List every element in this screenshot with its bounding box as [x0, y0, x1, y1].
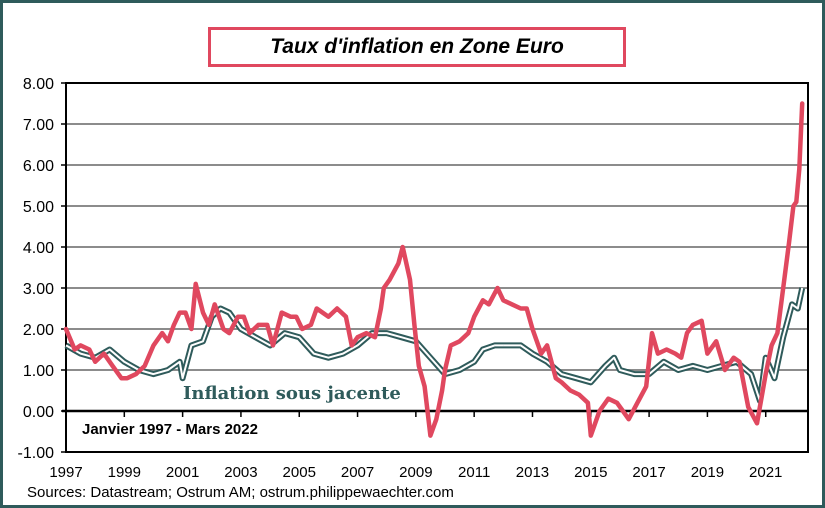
y-tick-label: -1.00 — [18, 445, 55, 462]
core-inflation-line — [64, 287, 806, 404]
x-tick-label: 2003 — [224, 464, 257, 481]
y-tick-label: 3.00 — [23, 281, 54, 298]
series-core-inflation — [64, 287, 806, 404]
x-tick-label: 1999 — [108, 464, 141, 481]
core-inflation-label: Inflation sous jacente — [183, 383, 401, 404]
x-tick-label: 2005 — [283, 464, 316, 481]
x-tick-label: 2013 — [516, 464, 549, 481]
y-tick-label: 5.00 — [23, 199, 54, 216]
x-tick-label: 2017 — [632, 464, 665, 481]
x-tick-label: 2009 — [399, 464, 432, 481]
x-tick-label: 2021 — [749, 464, 782, 481]
y-tick-label: 0.00 — [23, 404, 54, 421]
x-tick-label: 2011 — [458, 464, 490, 481]
headline-inflation-line — [63, 101, 805, 438]
y-tick-label: 1.00 — [23, 363, 54, 380]
x-tick-label: 2019 — [691, 464, 724, 481]
plot-border — [65, 82, 809, 453]
y-tick-label: 7.00 — [23, 117, 54, 134]
y-tick-label: 8.00 — [23, 76, 54, 93]
y-tick-label: 4.00 — [23, 240, 54, 257]
chart-svg: -1.00 0.00 1.00 2.00 3.00 4.00 5.00 6.00 7.00 8.0… — [18, 76, 809, 481]
y-tick-label: 2.00 — [23, 322, 54, 339]
period-label: Janvier 1997 - Mars 2022 — [82, 421, 258, 438]
x-tick-label: 1997 — [49, 464, 82, 481]
x-tick-label: 2007 — [341, 464, 374, 481]
series-headline-inflation — [63, 101, 805, 438]
core-inflation-line-inner — [65, 287, 804, 402]
x-tick-label: 2015 — [574, 464, 607, 481]
y-tick-label: 6.00 — [23, 158, 54, 175]
chart-title: Taux d'inflation en Zone Euro — [208, 27, 626, 67]
x-tick-label: 2001 — [166, 464, 199, 481]
source-note: Sources: Datastream; Ostrum AM; ostrum.p… — [27, 484, 454, 501]
